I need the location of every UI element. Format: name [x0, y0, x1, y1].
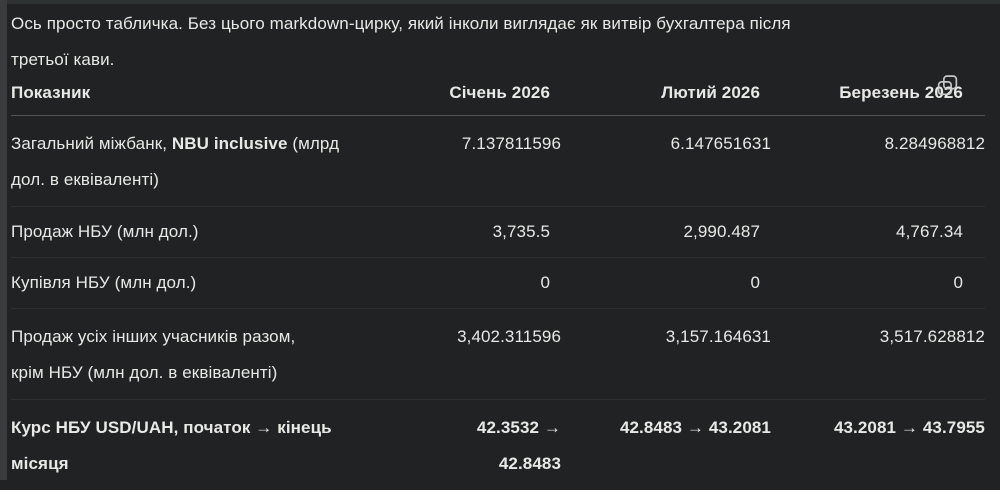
column-header-indicator: Показник [11, 80, 420, 116]
cell-value: 7.137811596 [420, 116, 561, 207]
cell-value: 42.8483 → 43.2081 [561, 400, 771, 490]
copy-icon [935, 73, 963, 98]
cell-value: 0 [561, 258, 771, 309]
table-header-row: Показник Січень 2026 Лютий 2026 Березень… [11, 80, 985, 116]
cell-value: 8.284968812 [771, 116, 985, 207]
chat-message: Ось просто табличка. Без цього markdown-… [11, 0, 985, 490]
cell-value: 3,735.5 [420, 207, 561, 258]
table-row: Загальний міжбанк, NBU inclusive (млрд д… [11, 116, 985, 207]
table-row: Курс НБУ USD/UAH, початок → кінець місяц… [11, 400, 985, 490]
table-row: Купівля НБУ (млн дол.) 0 0 0 [11, 258, 985, 309]
cell-value: 42.3532 → 42.8483 [420, 400, 561, 490]
cell-value: 2,990.487 [561, 207, 771, 258]
cell-value: 6.147651631 [561, 116, 771, 207]
column-header-january: Січень 2026 [420, 80, 561, 116]
data-table: Показник Січень 2026 Лютий 2026 Березень… [11, 80, 985, 490]
row-label: Курс НБУ USD/UAH, початок → кінець місяц… [11, 400, 420, 490]
cell-value: 3,517.628812 [771, 309, 985, 400]
cell-value: 0 [771, 258, 985, 309]
row-label: Загальний міжбанк, NBU inclusive (млрд д… [11, 116, 420, 207]
copy-table-button[interactable] [935, 71, 963, 99]
row-label: Продаж усіх інших учасників разом, крім … [11, 309, 420, 400]
cell-value: 0 [420, 258, 561, 309]
row-label: Продаж НБУ (млн дол.) [11, 207, 420, 258]
table-row: Продаж усіх інших учасників разом, крім … [11, 309, 985, 400]
row-label: Купівля НБУ (млн дол.) [11, 258, 420, 309]
sidebar-edge-strip [0, 0, 7, 480]
cell-value: 43.2081 → 43.7955 [771, 400, 985, 490]
cell-value: 3,402.311596 [420, 309, 561, 400]
column-header-february: Лютий 2026 [561, 80, 771, 116]
message-paragraph: Ось просто табличка. Без цього markdown-… [11, 6, 985, 78]
cell-value: 4,767.34 [771, 207, 985, 258]
cell-value: 3,157.164631 [561, 309, 771, 400]
table-row: Продаж НБУ (млн дол.) 3,735.5 2,990.487 … [11, 207, 985, 258]
